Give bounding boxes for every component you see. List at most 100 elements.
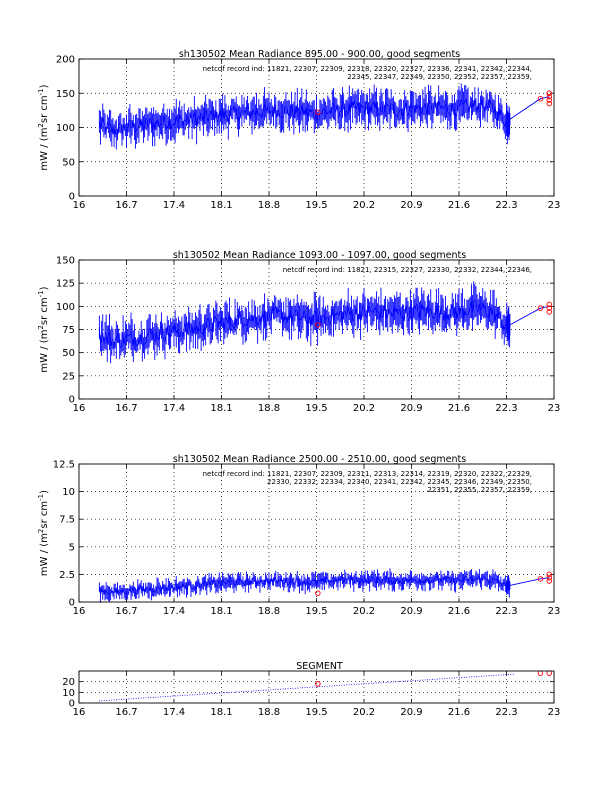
record-index-annotation: 22330, 22332, 22334, 22340, 22341, 22342…	[267, 478, 532, 486]
segment-point	[236, 691, 238, 693]
y-tick-label: 100	[56, 302, 75, 313]
segment-point	[346, 684, 348, 686]
segment-point	[373, 682, 375, 684]
segment-point	[157, 696, 159, 698]
segment-point	[250, 690, 252, 692]
segment-point	[182, 695, 184, 697]
red-marker	[315, 681, 321, 687]
radiance-tail-segment	[509, 96, 550, 120]
segment-point	[454, 677, 456, 679]
segment-point	[451, 677, 453, 679]
segment-point	[471, 676, 473, 678]
segment-point	[221, 692, 223, 694]
segment-point	[397, 681, 399, 683]
segment-point	[378, 682, 380, 684]
segment-point	[363, 683, 365, 685]
y-tick-label: 0	[69, 192, 75, 203]
x-tick-label: 16.7	[115, 200, 137, 211]
segment-point	[441, 678, 443, 680]
segment-point	[187, 694, 189, 696]
x-tick-label: 20.2	[353, 403, 375, 414]
segment-point	[473, 676, 475, 678]
segment-point	[98, 700, 100, 702]
segment-point	[260, 689, 262, 691]
segment-point	[206, 693, 208, 695]
x-tick-label: 18.1	[210, 707, 232, 718]
y-tick-label: 200	[56, 55, 75, 66]
record-index-annotation: netcdf record ind: 11821, 22315, 22327, …	[283, 266, 532, 274]
x-tick-label: 16	[73, 606, 86, 617]
segment-point	[356, 683, 358, 685]
segment-point	[118, 699, 120, 701]
segment-point	[385, 681, 387, 683]
x-tick-label: 23	[548, 606, 561, 617]
segment-point	[382, 682, 384, 684]
segment-point	[319, 686, 321, 688]
plot-frame	[78, 463, 555, 603]
segment-point	[280, 688, 282, 690]
segment-point	[485, 675, 487, 677]
y-axis-label: mW / (m2sr cm-1)	[37, 490, 50, 576]
segment-point	[152, 696, 154, 698]
segment-point	[231, 691, 233, 693]
y-tick-label: 50	[62, 157, 75, 168]
segment-point	[505, 674, 507, 676]
y-tick-label: 2.5	[59, 570, 75, 581]
segment-point	[216, 692, 218, 694]
segment-point	[287, 688, 289, 690]
segment-point	[375, 682, 377, 684]
x-tick-label: 18.8	[258, 200, 280, 211]
segment-point	[434, 678, 436, 680]
segment-point	[329, 685, 331, 687]
y-tick-label: 150	[56, 256, 75, 267]
segment-point	[226, 692, 228, 694]
x-tick-label: 21.6	[448, 200, 470, 211]
red-marker	[546, 100, 553, 107]
segment-point	[128, 698, 130, 700]
x-tick-label: 19.5	[305, 606, 327, 617]
y-tick-label: 10	[62, 688, 75, 699]
segment-point	[370, 682, 372, 684]
segment-point	[199, 693, 201, 695]
segment-point	[299, 687, 301, 689]
segment-point	[285, 688, 287, 690]
segment-point	[133, 698, 135, 700]
plot-frame	[78, 670, 555, 704]
x-tick-label: 16.7	[115, 403, 137, 414]
segment-point	[258, 690, 260, 692]
segment-point	[309, 686, 311, 688]
segment-point	[336, 685, 338, 687]
segment-point	[512, 673, 514, 675]
x-tick-label: 23	[548, 707, 561, 718]
x-tick-label: 22.3	[495, 707, 517, 718]
segment-point	[392, 681, 394, 683]
segment-point	[177, 695, 179, 697]
red-marker	[546, 93, 553, 100]
record-index-annotation: netcdf record ind: 11821, 22307, 22309, …	[203, 65, 532, 73]
segment-point	[108, 699, 110, 701]
segment-point	[507, 674, 509, 676]
segment-point	[248, 690, 250, 692]
y-tick-label: 5	[69, 542, 75, 553]
segment-point	[142, 697, 144, 699]
segment-point	[495, 674, 497, 676]
x-tick-label: 18.8	[258, 707, 280, 718]
segment-point	[135, 697, 137, 699]
segment-point	[351, 684, 353, 686]
segment-point	[400, 680, 402, 682]
segment-point	[155, 696, 157, 698]
x-tick-label: 20.2	[353, 707, 375, 718]
segment-point	[277, 688, 279, 690]
segment-point	[407, 680, 409, 682]
segment-point	[238, 691, 240, 693]
segment-point	[456, 677, 458, 679]
segment-point	[292, 687, 294, 689]
segment-point	[490, 675, 492, 677]
x-tick-label: 16	[73, 707, 86, 718]
segment-point	[424, 679, 426, 681]
radiance-series-line	[99, 574, 511, 596]
segment-point	[228, 692, 230, 694]
segment-point	[294, 687, 296, 689]
x-tick-label: 17.4	[163, 200, 185, 211]
red-marker	[315, 590, 321, 596]
